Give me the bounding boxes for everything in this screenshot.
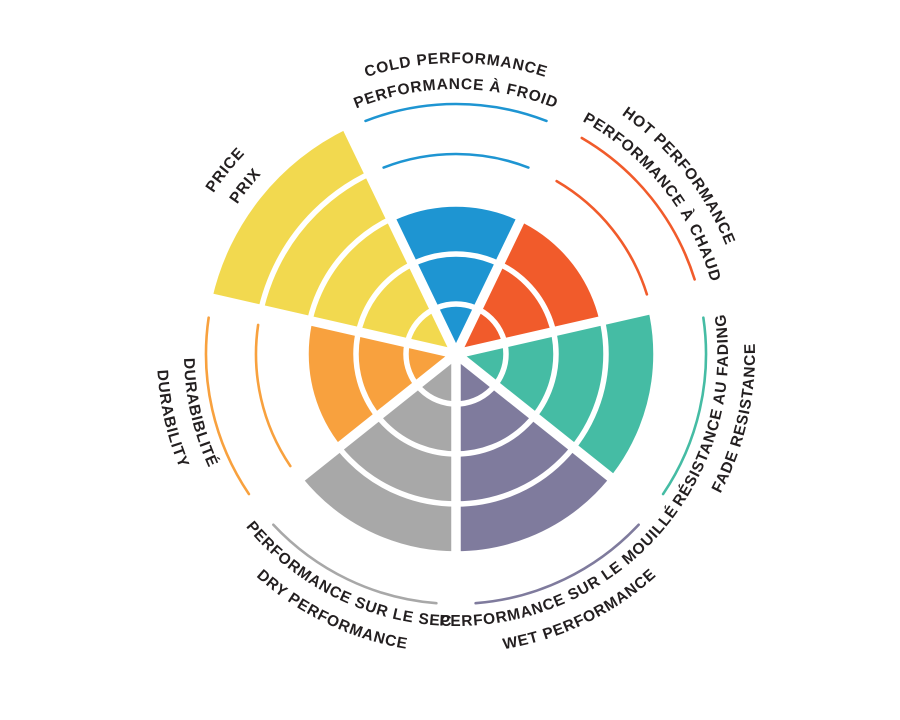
sector-divider <box>205 292 458 359</box>
level-arc-fade-resistance-5 <box>661 316 708 496</box>
level-arc-wet-performance-5 <box>474 523 640 605</box>
level-arc-durability-4 <box>254 323 292 468</box>
sector-fill-dry-performance <box>299 354 456 554</box>
sector-dividers <box>205 121 707 610</box>
sector-divider <box>340 121 461 357</box>
sector-label-cold-performance-fr: PERFORMANCE À FROID <box>351 76 560 112</box>
sector-label-text-hot-performance-en: HOT PERFORMANCE <box>619 104 737 248</box>
level-arc-hot-performance-5 <box>580 136 696 281</box>
sector-divider <box>451 121 572 357</box>
sector-fill-cold-performance <box>390 203 522 354</box>
sector-fill-wet-performance <box>456 354 613 554</box>
level-arc-hot-performance-4 <box>555 179 649 296</box>
sector-divider <box>252 350 459 518</box>
sector-fill-price <box>212 128 456 354</box>
level-arc-durability-5 <box>204 316 251 496</box>
remaining-level-arcs <box>204 102 708 605</box>
level-arc-cold-performance-5 <box>364 102 548 123</box>
sector-label-hot-performance-en: HOT PERFORMANCE <box>619 104 738 248</box>
sector-fill-durability <box>306 320 456 448</box>
sector-divider <box>454 292 707 359</box>
level-arc-cold-performance-4 <box>382 152 530 169</box>
sector-divider <box>453 350 660 518</box>
level-arc-dry-performance-5 <box>272 523 438 605</box>
sector-label-text-cold-performance-fr: PERFORMANCE À FROID <box>351 76 559 112</box>
